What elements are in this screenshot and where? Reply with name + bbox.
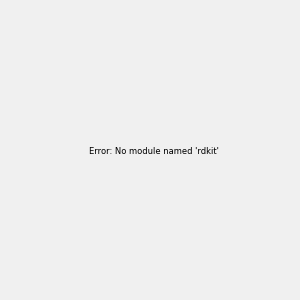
Text: Error: No module named 'rdkit': Error: No module named 'rdkit' <box>89 147 219 156</box>
